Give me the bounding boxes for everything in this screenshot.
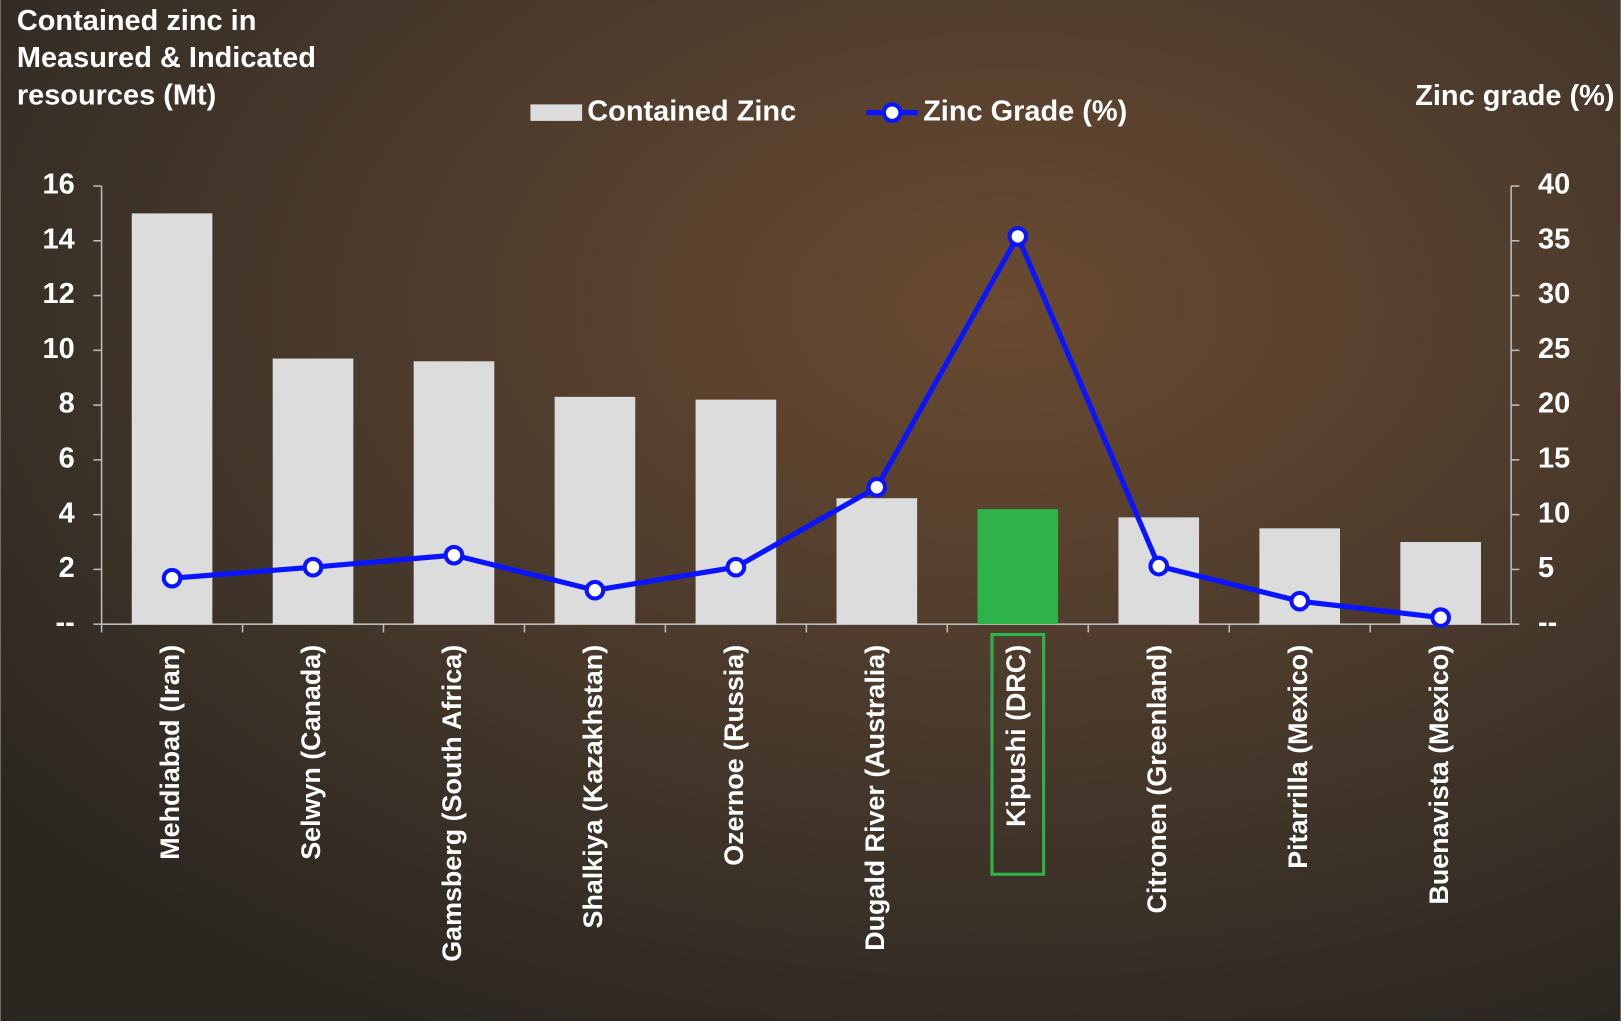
x-tick-label: Shalkiya (Kazakhstan): [578, 645, 608, 929]
line-marker: [584, 579, 606, 601]
x-tick-label: Mehdiabad (Iran): [155, 645, 185, 860]
y-tick-label: 16: [43, 169, 75, 201]
x-tick-label: Kipushi (DRC): [1001, 645, 1031, 827]
y2-tick-label: 40: [1538, 169, 1570, 201]
y-tick-label: 8: [59, 388, 75, 420]
legend-marker: [881, 102, 903, 123]
line-marker: [302, 556, 324, 578]
legend-label: Zinc Grade (%): [923, 95, 1127, 127]
line-marker: [866, 476, 888, 498]
x-tick-label: Ozernoe (Russia): [719, 645, 749, 866]
y2-tick-label: 5: [1538, 552, 1554, 584]
legend-label: Contained Zinc: [587, 95, 796, 127]
x-tick-label: Gamsberg (South Africa): [437, 645, 467, 962]
y-axis-title: Contained zinc in Measured & Indicated r…: [16, 4, 316, 111]
y-tick-label: 14: [43, 223, 75, 255]
y-tick-label: 12: [43, 278, 75, 310]
y-title-box: Contained zinc in Measured & Indicated r…: [16, 4, 316, 111]
line-marker: [1289, 590, 1311, 612]
line-marker: [443, 544, 465, 566]
y2-tick-label: 35: [1538, 223, 1570, 255]
y-tick-label: 2: [59, 552, 75, 584]
legend-swatch: [530, 104, 583, 121]
y2-tick-label: 30: [1538, 278, 1570, 310]
line-marker: [1148, 555, 1170, 577]
x-tick-label: Dugald River (Australia): [860, 645, 890, 951]
y2-tick-label: 10: [1538, 497, 1570, 529]
bar: [272, 358, 354, 625]
y2-tick-label: 20: [1538, 388, 1570, 420]
line-marker: [725, 556, 747, 578]
line-marker: [1430, 607, 1452, 628]
bar: [131, 213, 213, 625]
line: [171, 230, 1441, 621]
x-tick-label: Citronen (Greenland): [1142, 645, 1172, 914]
bar: [413, 361, 495, 625]
bar: [836, 498, 918, 625]
x-tick-label: Selwyn (Canada): [296, 645, 326, 860]
y2-axis-title: Zinc grade (%): [1415, 80, 1614, 112]
bar: [977, 509, 1059, 625]
y2-tick-label: 25: [1538, 333, 1570, 365]
y-tick-label: 10: [43, 333, 75, 365]
y-tick-label: 4: [59, 497, 75, 529]
highlight-box: [990, 632, 1046, 876]
y2-tick-label: --: [1538, 607, 1557, 639]
line-marker: [161, 567, 183, 589]
bar: [695, 399, 777, 625]
y-tick-label: --: [55, 607, 74, 639]
line-marker: [1007, 226, 1029, 247]
x-tick-label: Pitarrilla (Mexico): [1283, 645, 1313, 869]
y2-tick-label: 15: [1538, 443, 1570, 475]
x-tick-label: Buenavista (Mexico): [1424, 645, 1454, 905]
y-tick-label: 6: [59, 443, 75, 475]
